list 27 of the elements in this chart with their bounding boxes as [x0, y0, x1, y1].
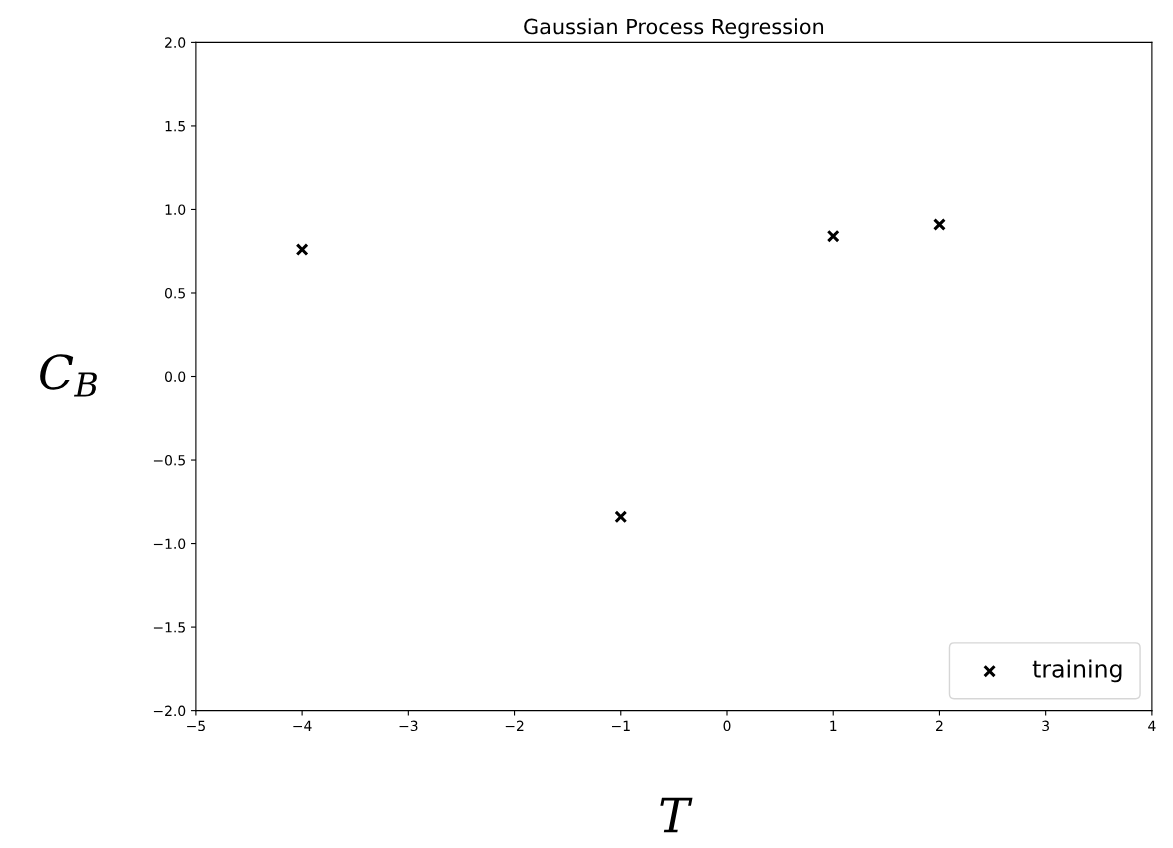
- y-tick-label: 1.0: [165, 204, 186, 215]
- x-tick-label: −3: [399, 720, 418, 732]
- y-axis-title: C$_{B}$: [40, 354, 97, 397]
- legend-label: training: [1032, 659, 1122, 683]
- x-tick-label: 1: [830, 720, 837, 731]
- point: [614, 510, 628, 524]
- x-tick-label: −1: [612, 720, 630, 731]
- point: [933, 218, 946, 231]
- y-tick-label: 1.5: [165, 121, 185, 132]
- x-tick-label: −5: [187, 720, 205, 732]
- y-tick-label: 0.0: [165, 371, 186, 382]
- y-tick-label: 0.5: [165, 287, 185, 299]
- x-tick-label: −2: [505, 720, 524, 731]
- point: [295, 243, 309, 256]
- y-tick-label: 2.0: [165, 37, 186, 48]
- y-tick-label: −1.0: [153, 538, 186, 550]
- x-tick-label: −4: [293, 720, 312, 731]
- chart-title: Gaussian Process Regression: [524, 18, 824, 39]
- x-tick-label: 3: [1042, 720, 1049, 732]
- x-axis-title: T: [660, 797, 693, 833]
- x-tick-label: 2: [936, 720, 943, 731]
- x-tick-label: 0: [723, 720, 731, 732]
- y-tick-label: −0.5: [153, 455, 185, 466]
- x-tick-label: 4: [1148, 720, 1156, 731]
- y-tick-label: −1.5: [153, 622, 185, 633]
- y-tick-label: −2.0: [153, 705, 186, 717]
- point: [826, 229, 840, 243]
